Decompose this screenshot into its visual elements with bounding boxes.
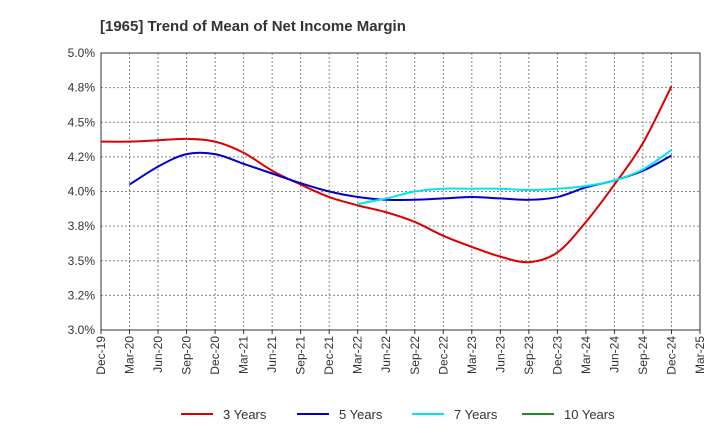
- legend-label-3-years: 3 Years: [223, 407, 267, 422]
- series-line-3-years: [100, 85, 673, 264]
- series-line-7-years: [357, 149, 673, 205]
- x-tick-label: Mar-21: [237, 336, 251, 374]
- legend-label-5-years: 5 Years: [339, 407, 383, 422]
- series-line-5-years: [128, 151, 672, 202]
- x-tick-label: Sep-21: [294, 336, 308, 375]
- x-tick-label: Jun-20: [151, 336, 165, 373]
- x-tick-label: Sep-22: [408, 336, 422, 375]
- y-tick-label: 4.0%: [68, 185, 96, 199]
- legend-label-10-years: 10 Years: [564, 407, 615, 422]
- x-tick-label: Dec-24: [664, 336, 678, 375]
- x-axis-ticks: Dec-19 Mar-20 Jun-20 Sep-20 Dec-20 Mar-21 Jun-…: [94, 330, 707, 375]
- y-tick-label: 3.0%: [68, 323, 96, 337]
- x-tick-label: Dec-20: [208, 336, 222, 375]
- y-tick-label: 5.0%: [68, 46, 96, 60]
- x-tick-label: Sep-24: [636, 336, 650, 375]
- plot-area: [100, 52, 701, 331]
- y-axis-ticks: 3.0% 3.2% 3.5% 3.8% 4.0% 4.2% 4.5% 4.8% 5.0%: [68, 46, 96, 337]
- x-tick-label: Mar-24: [579, 336, 593, 374]
- x-tick-label: Dec-21: [322, 336, 336, 375]
- y-tick-label: 4.8%: [68, 81, 96, 95]
- x-tick-label: Dec-22: [436, 336, 450, 375]
- x-tick-label: Mar-20: [123, 336, 137, 374]
- y-tick-label: 3.8%: [68, 219, 96, 233]
- x-tick-label: Dec-19: [94, 336, 108, 375]
- x-tick-label: Jun-21: [265, 336, 279, 373]
- x-tick-label: Jun-23: [493, 336, 507, 373]
- x-tick-label: Jun-22: [379, 336, 393, 373]
- x-tick-label: Sep-20: [180, 336, 194, 375]
- x-tick-label: Mar-22: [351, 336, 365, 374]
- x-tick-label: Sep-23: [522, 336, 536, 375]
- x-tick-label: Mar-23: [465, 336, 479, 374]
- x-tick-label: Mar-25: [693, 336, 707, 374]
- legend-label-7-years: 7 Years: [454, 407, 498, 422]
- y-tick-label: 3.2%: [68, 288, 96, 302]
- legend: 3 Years 5 Years 7 Years 10 Years: [181, 407, 615, 422]
- x-tick-label: Jun-24: [607, 336, 621, 373]
- y-tick-label: 4.2%: [68, 150, 96, 164]
- series-lines: [100, 85, 673, 264]
- y-tick-label: 3.5%: [68, 254, 96, 268]
- x-tick-label: Dec-23: [550, 336, 564, 375]
- chart-title: [1965] Trend of Mean of Net Income Margi…: [100, 18, 406, 35]
- y-tick-label: 4.5%: [68, 115, 96, 129]
